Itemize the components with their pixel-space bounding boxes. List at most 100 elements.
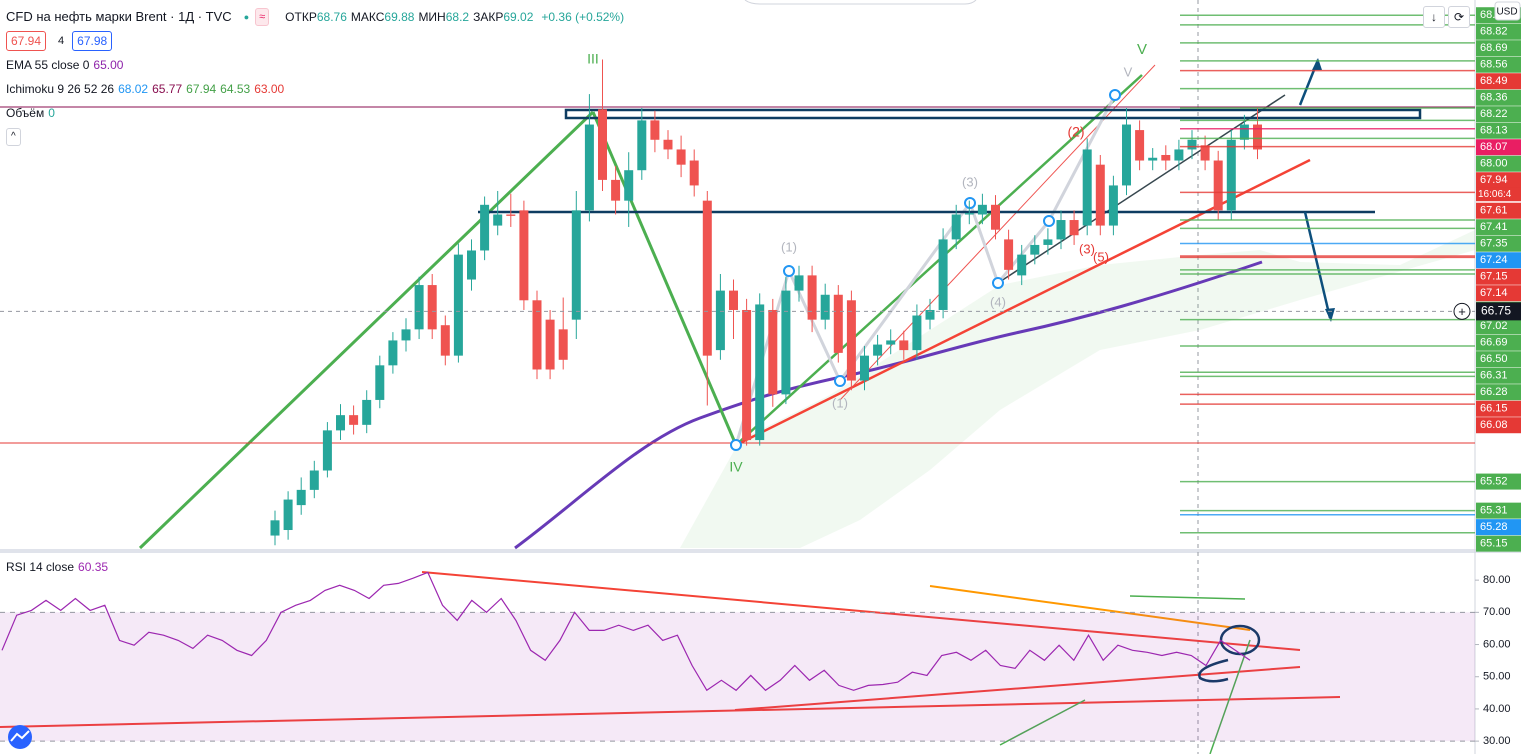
ohlc-value: 69.88 <box>384 10 415 24</box>
price-label-box <box>1476 400 1521 417</box>
candle-body <box>1213 160 1223 211</box>
candle-body <box>846 300 856 381</box>
price-label-box <box>1476 268 1521 285</box>
price-label: 66.31 <box>1480 370 1508 382</box>
candle-body <box>283 499 293 531</box>
wave-label: IV <box>729 459 743 475</box>
candle-body <box>532 300 542 370</box>
price-label: 68.36 <box>1480 92 1508 104</box>
indicator-value: 64.53 <box>220 82 251 96</box>
wave-line <box>591 111 738 446</box>
price-label-box <box>1476 519 1521 536</box>
indicator-value: 63.00 <box>254 82 285 96</box>
candle-body <box>1239 124 1249 140</box>
candle-body <box>689 160 699 186</box>
wave-label: (2) <box>1067 124 1084 140</box>
candle-body <box>349 415 359 425</box>
fullscreen-button[interactable]: ⟳ <box>1448 6 1470 28</box>
collapse-row: ^ <box>6 125 628 149</box>
indicator-name: EMA 55 close 0 <box>6 58 90 72</box>
candle-body <box>519 210 529 301</box>
price-label: 68.00 <box>1480 158 1508 170</box>
ohlc-value: 68.2 <box>445 10 470 24</box>
indicator-value: 65.00 <box>93 58 124 72</box>
currency-box[interactable] <box>1494 1 1521 21</box>
y-tick-label: 40.00 <box>1483 703 1511 715</box>
candle-body <box>912 315 922 351</box>
symbol-row: CFD на нефть марки Brent · 1Д · TVC ● ≈ … <box>6 5 628 29</box>
collapse-button[interactable]: ^ <box>6 128 21 146</box>
wave-point <box>730 439 742 451</box>
candle-body <box>584 124 594 211</box>
ohlc: ОТКР68.76 МАКС69.88 МИН68.2 ЗАКР69.02 <box>285 5 537 29</box>
price-label-box <box>1476 334 1521 351</box>
ask[interactable]: 67.98 <box>72 31 113 51</box>
candle-body <box>401 329 411 341</box>
candle-body <box>1226 139 1236 211</box>
candle-body <box>964 213 974 215</box>
candle-body <box>1148 157 1158 161</box>
change: +0.36 (+0.52%) <box>541 10 625 24</box>
indicator-row: EMA 55 close 0 65.00 <box>6 53 628 77</box>
candle-body <box>991 204 1000 230</box>
countdown: 16:06:4 <box>1478 189 1512 200</box>
candle-body <box>938 239 948 310</box>
indicator-value: 0 <box>48 106 55 120</box>
candle-body <box>1253 124 1262 150</box>
candle-body <box>807 275 817 320</box>
price-label: 68.22 <box>1480 108 1508 120</box>
ohlc-label: МАКС <box>350 10 385 24</box>
rsi-legend: RSI 14 close 60.35 <box>6 555 112 579</box>
price-label-box <box>1476 40 1521 57</box>
candle-body <box>637 120 647 171</box>
price-label-box <box>1476 89 1521 106</box>
candle-body <box>545 319 555 370</box>
price-label: 68.82 <box>1480 26 1508 38</box>
currency[interactable]: USD <box>1496 7 1517 18</box>
price-label: 67.14 <box>1480 287 1508 299</box>
arrow <box>1303 211 1332 319</box>
candle-body <box>1135 130 1145 161</box>
wave-label: (5) <box>1093 249 1109 264</box>
price-label: 67.94 <box>1480 174 1508 186</box>
price-label-box <box>1476 502 1521 519</box>
price-label: 67.61 <box>1480 205 1508 217</box>
price-label: 68.49 <box>1480 75 1508 87</box>
main-legend: CFD на нефть марки Brent · 1Д · TVC ● ≈ … <box>6 5 628 149</box>
price-label: 66.28 <box>1480 386 1508 398</box>
price-label-box <box>1476 285 1521 302</box>
rsi-trend-line <box>421 571 1301 651</box>
wave-label: V <box>1137 41 1147 58</box>
symbol-title: CFD на нефть марки Brent · 1Д · TVC <box>6 9 232 24</box>
candle-body <box>480 204 490 251</box>
price-label: 67.02 <box>1480 320 1508 332</box>
status-icon[interactable]: ≈ <box>255 8 270 26</box>
ohlc-value: 69.02 <box>503 10 534 24</box>
candle-body <box>781 290 791 395</box>
wave-line <box>138 110 595 550</box>
indicator-row: Объём 0 <box>6 101 628 125</box>
price-label-box <box>1476 351 1521 368</box>
candle-body <box>493 214 503 226</box>
rsi-pane: 80.00 70.00 60.00 50.00 40.00 30.00 <box>0 571 1511 747</box>
rsi-trend-line <box>1209 639 1251 754</box>
arrow-head <box>1325 308 1335 322</box>
candle-body <box>899 340 909 351</box>
bid[interactable]: 67.94 <box>6 31 47 51</box>
candle-body <box>755 304 765 441</box>
crosshair-price: 66.75 <box>1481 304 1511 318</box>
candle-body <box>571 210 581 320</box>
candle-body <box>860 355 869 381</box>
trend-line <box>997 94 1286 284</box>
candle-body <box>1082 149 1092 226</box>
crosshair-add-button[interactable] <box>1453 302 1471 320</box>
download-button[interactable]: ↓ <box>1423 6 1445 28</box>
candle-body <box>1095 164 1105 226</box>
wave-labels: III IV V V (1) (3) (4) (2) (3) (5) (1) <box>587 41 1147 475</box>
candle-body <box>388 340 398 366</box>
candle-body <box>1122 124 1131 186</box>
rsi-line <box>1 571 1251 692</box>
rsi-trend-line <box>929 585 1251 631</box>
candle-body <box>1069 220 1079 236</box>
